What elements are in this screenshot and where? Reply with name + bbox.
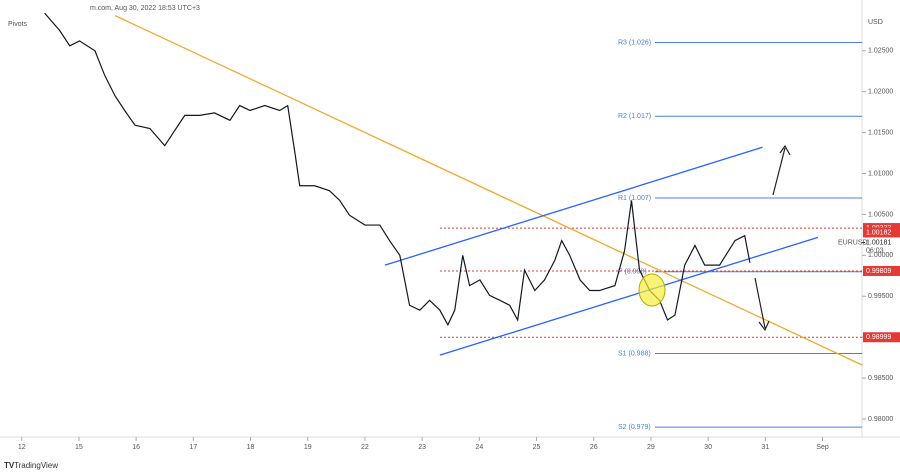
y-tick-label: 0.98000 bbox=[868, 416, 893, 423]
x-tick-label: 31 bbox=[761, 444, 769, 451]
series-name: EURUSD bbox=[838, 239, 868, 246]
trend-line bbox=[384, 146, 763, 266]
x-tick-label: 24 bbox=[475, 444, 483, 451]
x-tick-label: 25 bbox=[533, 444, 541, 451]
x-tick-label: 18 bbox=[247, 444, 255, 451]
y-tick-label: 1.02000 bbox=[868, 88, 893, 95]
x-tick-label: 15 bbox=[75, 444, 83, 451]
level-box bbox=[863, 332, 900, 343]
y-tick-label: 1.02500 bbox=[868, 48, 893, 55]
trend-line bbox=[439, 236, 819, 356]
last-label: 1.00182 bbox=[866, 229, 891, 236]
pivot-label: P (0.998) bbox=[618, 269, 647, 276]
price-label: 1.00181 bbox=[866, 239, 891, 246]
currency: USD bbox=[868, 19, 883, 26]
y-tick-label: 0.99500 bbox=[868, 293, 893, 300]
highlight bbox=[638, 273, 666, 307]
plot: R3 (1.026) R2 (1.017) R1 (1.007) P (0.998) S… bbox=[44, 12, 863, 431]
source: m.com, Aug 30, 2022 18:53 UTC+3 bbox=[90, 5, 200, 12]
pivot-label: R2 (1.017) bbox=[618, 113, 651, 120]
x-tick-label: Sep bbox=[816, 444, 829, 451]
countdown: 06:03 bbox=[866, 247, 884, 254]
pivot-label: R3 (1.026) bbox=[618, 39, 651, 46]
x-tick-label: 12 bbox=[18, 444, 26, 451]
pivot-label: R1 (1.007) bbox=[618, 195, 651, 202]
x-tick-label: 26 bbox=[590, 444, 598, 451]
y-tick-label: 0.98500 bbox=[868, 375, 893, 382]
level-box bbox=[863, 265, 900, 276]
x-tick-label: 29 bbox=[647, 444, 655, 451]
pivot-label: S2 (0.979) bbox=[618, 424, 651, 431]
trend-line bbox=[114, 14, 863, 366]
indicator: Pivots bbox=[8, 21, 28, 28]
x-tick-label: 23 bbox=[418, 444, 426, 451]
arrows bbox=[754, 144, 791, 332]
last-box bbox=[863, 227, 900, 238]
x-tick-label: 30 bbox=[704, 444, 712, 451]
x-tick-label: 22 bbox=[361, 444, 369, 451]
price-line bbox=[44, 12, 751, 327]
x-tick-label: 19 bbox=[304, 444, 312, 451]
brand-logo: TV bbox=[4, 461, 15, 470]
y-tick-label: 1.00500 bbox=[868, 211, 893, 218]
x-tick-label: 17 bbox=[189, 444, 197, 451]
level-label: 0.99809 bbox=[866, 268, 891, 275]
pivot-label: S1 (0.988) bbox=[618, 350, 651, 357]
y-tick-label: 1.01500 bbox=[868, 129, 893, 136]
y-tick-label: 1.01000 bbox=[868, 170, 893, 177]
brand: TradingView bbox=[14, 461, 58, 470]
level-label: 0.98999 bbox=[866, 334, 891, 341]
x-tick-label: 16 bbox=[132, 444, 140, 451]
y-tick-label: 1.00000 bbox=[868, 252, 893, 259]
